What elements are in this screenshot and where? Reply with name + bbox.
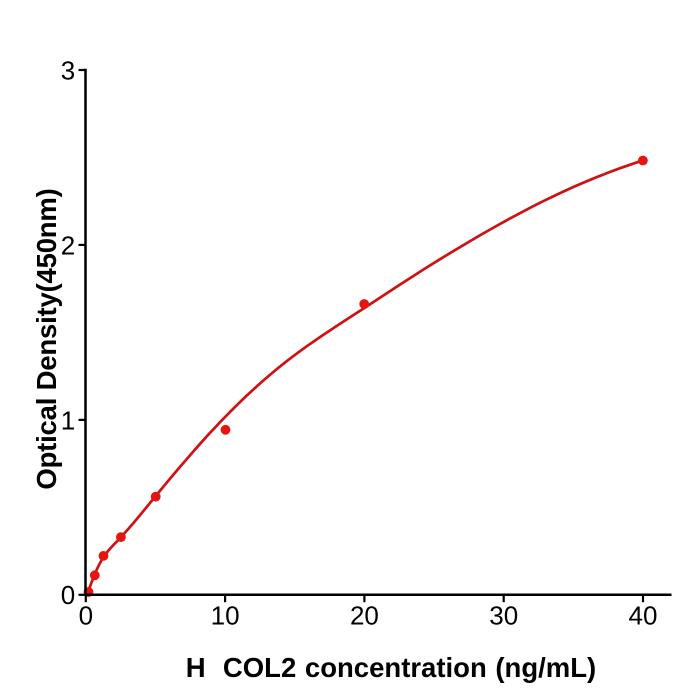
svg-text:0: 0 (61, 580, 75, 610)
svg-text:Optical Density(450nm): Optical Density(450nm) (31, 188, 62, 489)
svg-text:0: 0 (79, 600, 93, 630)
svg-text:H COL2 concentration (ng/mL): H COL2 concentration (ng/mL) (186, 652, 596, 683)
svg-text:3: 3 (61, 55, 75, 85)
svg-text:30: 30 (489, 600, 518, 630)
svg-text:10: 10 (211, 600, 240, 630)
svg-text:2: 2 (61, 230, 75, 260)
svg-text:40: 40 (629, 600, 658, 630)
svg-text:1: 1 (61, 405, 75, 435)
svg-text:20: 20 (350, 600, 379, 630)
